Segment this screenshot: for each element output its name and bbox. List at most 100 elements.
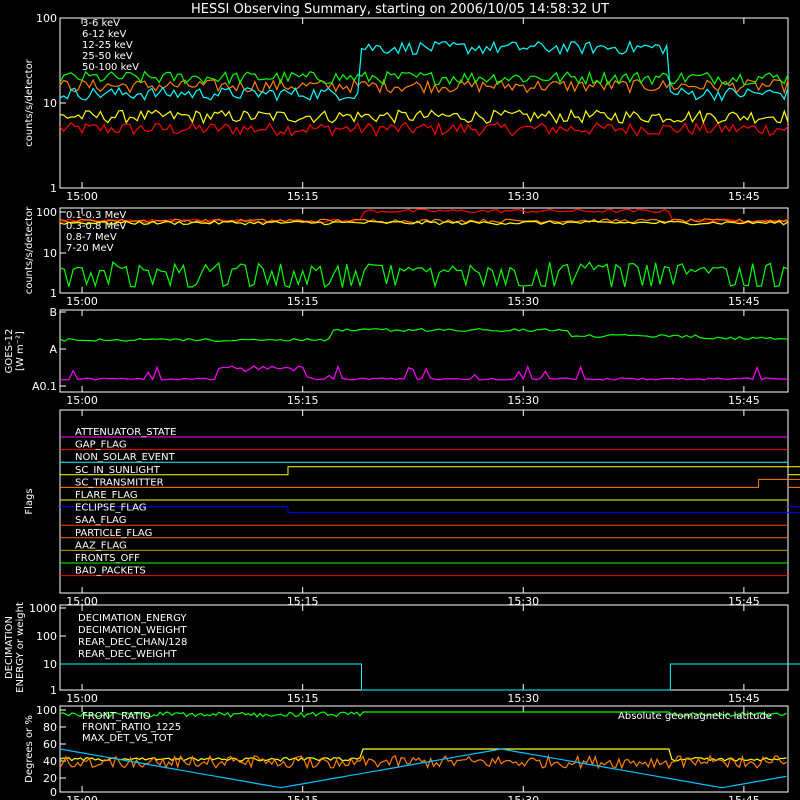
series-line-xray [59, 78, 789, 95]
panel-frame [59, 309, 789, 393]
series-line-gamma [59, 220, 789, 226]
max-det-line [59, 753, 787, 770]
legend-entry: 6-12 keV [82, 29, 126, 40]
y-axis-label-2: [W m⁻²] [15, 331, 26, 371]
legend-entry: 50-100 keV [82, 62, 139, 73]
flag-label: AAZ_FLAG [75, 540, 127, 551]
legend-entry: 3-6 keV [82, 18, 120, 29]
time-tick-label: 15:15 [287, 692, 319, 705]
time-tick-label: 15:15 [287, 794, 319, 800]
flag-label: GAP_FLAG [75, 440, 127, 451]
legend-entry: 12-25 keV [82, 40, 133, 51]
time-tick-label: 15:00 [66, 692, 98, 705]
y-tick-label: 1 [50, 182, 57, 195]
y-tick-label: 40 [43, 755, 57, 768]
legend-entry: 0.3-0.8 MeV [66, 221, 126, 232]
flag-label: SC_IN_SUNLIGHT [75, 465, 161, 476]
series-line-xray [59, 40, 789, 102]
legend-entry: 7-20 MeV [66, 243, 114, 254]
time-tick-label: 15:00 [66, 295, 98, 308]
time-tick-label: 15:00 [66, 394, 98, 407]
legend-entry: MAX_DET_VS_TOT [82, 733, 174, 744]
legend-entry: Absolute geomagnetic latitude [618, 711, 772, 722]
time-tick-label: 15:30 [507, 295, 539, 308]
flag-label: ECLIPSE_FLAG [75, 503, 146, 514]
y-tick-label: 80 [43, 721, 57, 734]
legend-entry: REAR_DEC_WEIGHT [78, 649, 177, 660]
series-line-gamma [59, 208, 789, 224]
y-tick-label: 10 [43, 97, 57, 110]
y-tick-label: 100 [36, 704, 57, 717]
legend-entry: DECIMATION_ENERGY [78, 613, 187, 624]
y-tick-label: 1000 [29, 602, 57, 615]
legend-entry: REAR_DEC_CHAN/128 [78, 637, 187, 648]
panel-frame [59, 409, 789, 594]
flag-line [60, 506, 800, 514]
time-tick-label: 15:45 [728, 295, 760, 308]
flag-label: NON_SOLAR_EVENT [75, 452, 176, 463]
flag-label: FLARE_FLAG [75, 490, 138, 501]
panel-frame [59, 17, 789, 189]
time-tick-label: 15:15 [287, 190, 319, 203]
y-tick-label: B [49, 306, 57, 319]
series-line-xray [59, 121, 789, 138]
y-tick-label: 60 [43, 738, 57, 751]
time-tick-label: 15:30 [507, 794, 539, 800]
time-tick-label: 15:15 [287, 394, 319, 407]
flag-label: PARTICLE_FLAG [75, 528, 152, 539]
time-tick-label: 15:45 [728, 394, 760, 407]
y-tick-label: 0 [50, 786, 57, 799]
series-line-gamma [59, 260, 789, 289]
front-ratio-1225-line [59, 748, 787, 762]
plot-title: HESSI Observing Summary, starting on 200… [191, 2, 609, 17]
flag-label: FRONTS_OFF [75, 553, 140, 564]
y-axis-label: GOES-12 [4, 329, 15, 374]
time-tick-label: 15:30 [507, 190, 539, 203]
y-axis-label: counts/s/detector [24, 58, 35, 146]
flag-label: SC_TRANSMITTER [75, 477, 164, 488]
legend-entry: FRONT_RATIO_1225 [82, 722, 181, 733]
legend-entry: DECIMATION_WEIGHT [78, 625, 187, 636]
time-tick-label: 15:15 [287, 295, 319, 308]
legend-entry: FRONT_RATIO [82, 711, 151, 722]
y-axis-label: DECIMATION [4, 616, 15, 679]
y-axis-label: Degrees or % [24, 715, 35, 783]
time-tick-label: 15:30 [507, 692, 539, 705]
y-tick-label: 100 [36, 12, 57, 25]
time-tick-label: 15:45 [728, 794, 760, 800]
flag-line [60, 466, 800, 476]
flag-label: ATTENUATOR_STATE [75, 427, 176, 438]
time-tick-label: 15:45 [728, 190, 760, 203]
y-axis-label-2: ENERGY or weight [15, 602, 26, 693]
y-tick-label: 100 [36, 206, 57, 219]
y-tick-label: A0.1 [32, 380, 57, 393]
y-tick-label: 10 [43, 247, 57, 260]
flag-label: BAD_PACKETS [75, 566, 146, 577]
time-tick-label: 15:30 [507, 394, 539, 407]
panel-frame [59, 207, 789, 294]
y-tick-label: 20 [43, 772, 57, 785]
decimation-line [60, 663, 800, 691]
time-tick-label: 15:00 [66, 794, 98, 800]
y-tick-label: A [49, 343, 57, 356]
goes-short-line [60, 364, 789, 381]
legend-entry: 0.8-7 MeV [66, 232, 117, 243]
y-axis-label: counts/s/detector [24, 206, 35, 294]
series-line-xray [59, 70, 789, 86]
legend-entry: 25-50 keV [82, 51, 133, 62]
geomag-latitude-line [59, 748, 787, 789]
y-axis-label: Flags [24, 488, 35, 514]
time-tick-label: 15:00 [66, 190, 98, 203]
flag-line [60, 478, 800, 488]
y-tick-label: 100 [36, 630, 57, 643]
y-tick-label: 1 [50, 287, 57, 300]
goes-long-line [59, 327, 789, 343]
time-tick-label: 15:45 [728, 692, 760, 705]
y-tick-label: 1 [50, 684, 57, 697]
y-tick-label: 10 [43, 658, 57, 671]
legend-entry: 0.1-0.3 MeV [66, 210, 126, 221]
series-line-xray [59, 108, 789, 125]
flag-label: SAA_FLAG [75, 515, 126, 526]
front-ratio-line [59, 711, 787, 719]
